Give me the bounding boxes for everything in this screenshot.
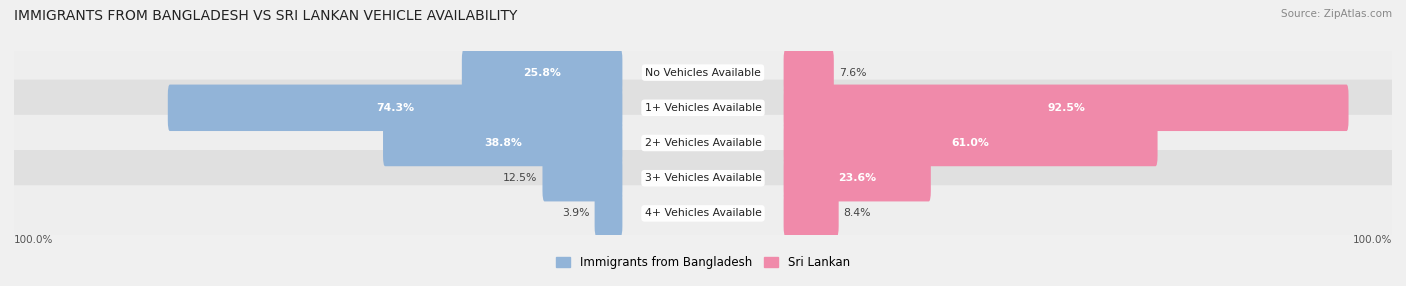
Text: 1+ Vehicles Available: 1+ Vehicles Available: [644, 103, 762, 113]
FancyBboxPatch shape: [167, 85, 623, 131]
Text: 100.0%: 100.0%: [14, 235, 53, 245]
Text: 3.9%: 3.9%: [562, 208, 589, 219]
Text: 61.0%: 61.0%: [952, 138, 990, 148]
Text: 7.6%: 7.6%: [838, 67, 866, 78]
FancyBboxPatch shape: [543, 155, 623, 201]
Text: 25.8%: 25.8%: [523, 67, 561, 78]
Text: 23.6%: 23.6%: [838, 173, 876, 183]
FancyBboxPatch shape: [461, 49, 623, 96]
Text: 12.5%: 12.5%: [503, 173, 537, 183]
Text: IMMIGRANTS FROM BANGLADESH VS SRI LANKAN VEHICLE AVAILABILITY: IMMIGRANTS FROM BANGLADESH VS SRI LANKAN…: [14, 9, 517, 23]
Text: Source: ZipAtlas.com: Source: ZipAtlas.com: [1281, 9, 1392, 19]
Legend: Immigrants from Bangladesh, Sri Lankan: Immigrants from Bangladesh, Sri Lankan: [557, 256, 849, 269]
Text: 100.0%: 100.0%: [1353, 235, 1392, 245]
FancyBboxPatch shape: [783, 190, 838, 237]
Text: 2+ Vehicles Available: 2+ Vehicles Available: [644, 138, 762, 148]
FancyBboxPatch shape: [8, 185, 1398, 242]
Text: 74.3%: 74.3%: [375, 103, 415, 113]
FancyBboxPatch shape: [783, 49, 834, 96]
FancyBboxPatch shape: [382, 120, 623, 166]
FancyBboxPatch shape: [783, 85, 1348, 131]
Text: 3+ Vehicles Available: 3+ Vehicles Available: [644, 173, 762, 183]
FancyBboxPatch shape: [783, 120, 1157, 166]
FancyBboxPatch shape: [783, 155, 931, 201]
FancyBboxPatch shape: [8, 80, 1398, 136]
Text: 38.8%: 38.8%: [484, 138, 522, 148]
FancyBboxPatch shape: [8, 44, 1398, 101]
FancyBboxPatch shape: [595, 190, 623, 237]
FancyBboxPatch shape: [8, 115, 1398, 171]
Text: No Vehicles Available: No Vehicles Available: [645, 67, 761, 78]
Text: 92.5%: 92.5%: [1047, 103, 1085, 113]
Text: 8.4%: 8.4%: [844, 208, 870, 219]
FancyBboxPatch shape: [8, 150, 1398, 206]
Text: 4+ Vehicles Available: 4+ Vehicles Available: [644, 208, 762, 219]
